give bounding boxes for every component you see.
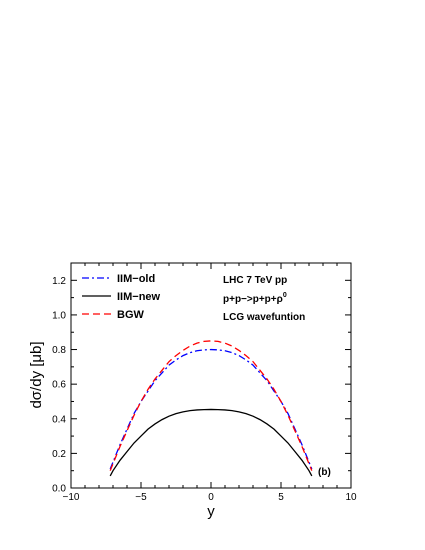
series-lines [109, 340, 313, 477]
panel-label: (b) [318, 467, 331, 478]
series-iim-new [109, 408, 313, 477]
annotation-process-main: p+p−>p+p+ρ [223, 294, 283, 305]
x-tick-label: −10 [63, 492, 80, 503]
plot-frame [70, 262, 352, 489]
annotation-process: p+p−>p+p+ρ0 [223, 292, 287, 305]
y-axis-title: dσ/dy [μb] [28, 341, 45, 408]
x-tick-label: 10 [345, 492, 357, 503]
y-tick-label: 1.2 [52, 276, 66, 287]
y-tick-label: 0.6 [52, 380, 66, 391]
annotation-energy: LHC 7 TeV pp [223, 275, 287, 286]
annotation-wavefunction: LCG wavefuntion [223, 312, 305, 323]
x-tick-label: 0 [208, 492, 214, 503]
axis-ticks [70, 263, 352, 489]
y-tick-label: 0.8 [52, 345, 66, 356]
y-tick-label: 0.2 [52, 449, 66, 460]
x-axis-title: y [207, 503, 215, 520]
annotation-process-sup: 0 [283, 292, 287, 299]
y-tick-label: 1.0 [52, 310, 66, 321]
y-tick-label: 0.4 [52, 414, 66, 425]
annotation-block: LHC 7 TeV pp p+p−>p+p+ρ0 LCG wavefuntion [223, 275, 305, 323]
legend-label-iim-old: IIM−old [117, 273, 155, 285]
y-tick-label: 0.0 [52, 484, 66, 495]
legend-label-bgw: BGW [117, 309, 145, 321]
axis-tick-labels: −10 −5 0 5 10 0.0 0.2 0.4 0.6 0.8 1.0 1.2 [52, 276, 357, 503]
legend-label-iim-new: IIM−new [117, 291, 161, 303]
x-tick-label: −5 [135, 492, 147, 503]
series-bgw [109, 340, 313, 471]
legend: IIM−old IIM−new BGW [82, 273, 161, 321]
x-tick-label: 5 [278, 492, 284, 503]
